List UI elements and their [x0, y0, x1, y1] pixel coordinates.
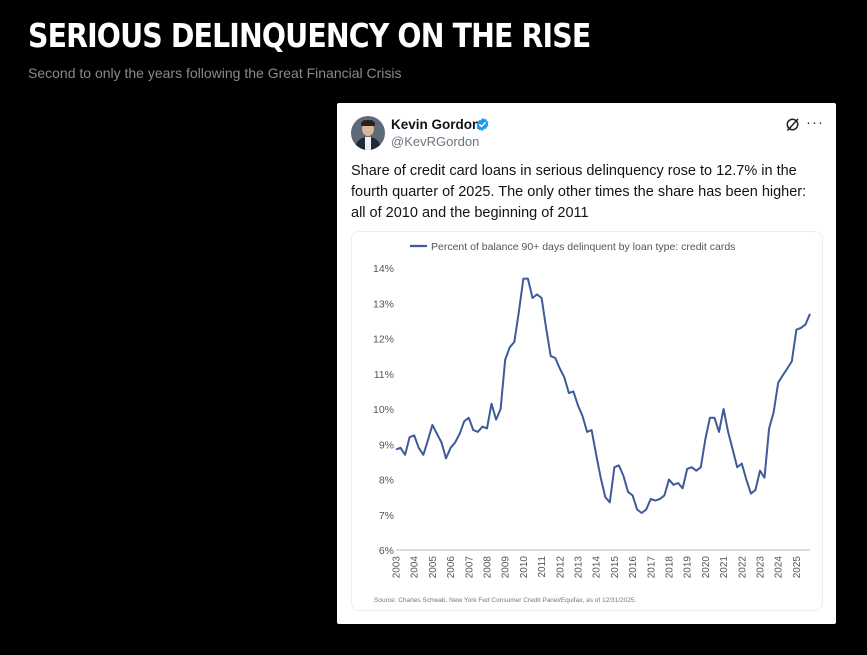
series-line [395, 277, 811, 514]
x-tick-label: 2005 [428, 556, 439, 579]
x-tick-label: 2021 [719, 556, 730, 579]
x-tick-label: 2016 [628, 556, 639, 579]
x-tick-label: 2024 [774, 556, 785, 579]
chart-source-note: Source: Charles Schwab, New York Fed Con… [374, 597, 637, 604]
x-tick-label: 2008 [482, 556, 493, 579]
x-tick-label: 2013 [573, 556, 584, 579]
y-tick-label: 12% [373, 334, 394, 346]
y-tick-label: 11% [374, 369, 394, 381]
x-tick-label: 2004 [410, 556, 421, 579]
y-tick-label: 10% [373, 404, 394, 416]
tweet-card[interactable]: Kevin Gordon @KevRGordon ··· Share of cr… [337, 103, 836, 624]
x-tick-label: 2003 [392, 556, 403, 579]
tweet-text: Share of credit card loans in serious de… [351, 163, 807, 221]
x-tick-label: 2017 [646, 556, 657, 579]
x-tick-label: 2012 [555, 556, 566, 579]
legend-label: Percent of balance 90+ days delinquent b… [431, 241, 735, 253]
x-tick-label: 2015 [610, 556, 621, 579]
y-tick-label: 9% [379, 439, 394, 451]
verified-badge-icon [476, 117, 489, 132]
x-tick-label: 2023 [755, 556, 766, 579]
x-tick-label: 2019 [683, 556, 694, 579]
more-options-icon[interactable]: ··· [806, 114, 824, 131]
page-headline: SERIOUS DELINQUENCY ON THE RISE [28, 16, 591, 55]
y-tick-label: 6% [379, 545, 394, 557]
y-tick-label: 14% [373, 263, 394, 275]
page-subheadline: Second to only the years following the G… [28, 65, 402, 81]
x-tick-label: 2020 [701, 556, 712, 579]
delinquency-line-chart: Percent of balance 90+ days delinquent b… [373, 241, 811, 604]
y-tick-label: 13% [373, 298, 394, 310]
y-tick-label: 7% [379, 510, 394, 522]
y-tick-label: 8% [379, 475, 394, 487]
x-tick-label: 2011 [537, 556, 548, 578]
x-tick-label: 2010 [519, 556, 530, 579]
author-name[interactable]: Kevin Gordon [391, 117, 481, 132]
x-tick-label: 2022 [737, 556, 748, 579]
grok-icon[interactable] [785, 117, 800, 132]
x-tick-label: 2014 [592, 556, 603, 579]
x-tick-label: 2009 [501, 556, 512, 579]
x-tick-label: 2007 [464, 556, 475, 579]
author-avatar[interactable] [351, 116, 385, 150]
author-handle[interactable]: @KevRGordon [391, 134, 480, 149]
x-tick-label: 2025 [792, 556, 803, 579]
x-tick-label: 2006 [446, 556, 457, 579]
chart-container: Percent of balance 90+ days delinquent b… [351, 231, 823, 611]
x-tick-label: 2018 [664, 556, 675, 579]
